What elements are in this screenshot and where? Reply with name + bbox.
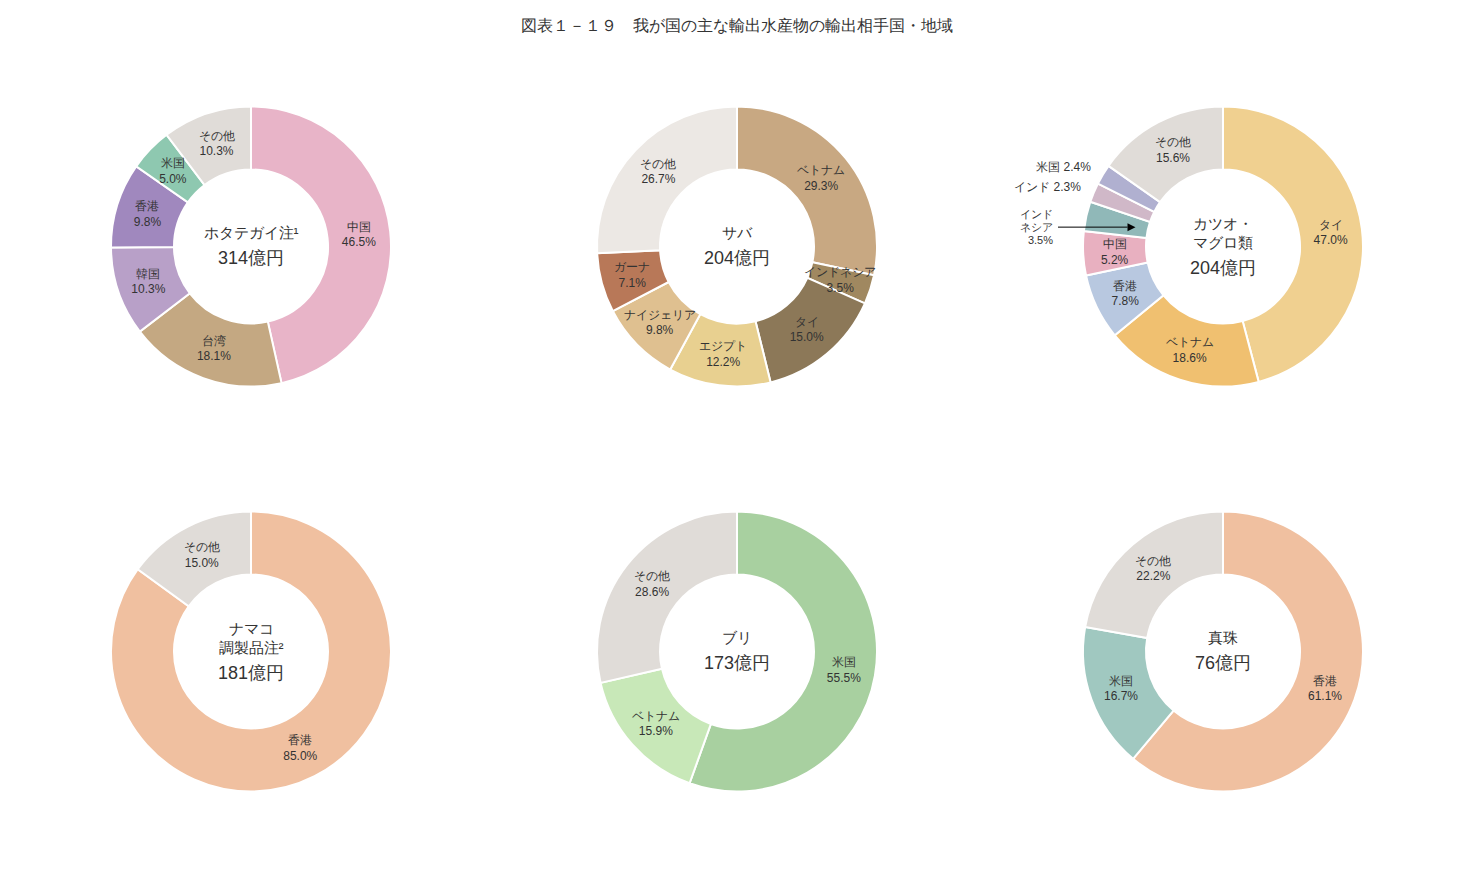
svg-text:韓国10.3%: 韓国10.3% [131, 267, 165, 297]
html-text:173億円: 173億円 [704, 653, 770, 673]
svg-text:ベトナム18.6%: ベトナム18.6% [1166, 335, 1214, 365]
svg-text:その他22.2%: その他22.2% [1135, 554, 1171, 584]
svg-text:その他15.0%: その他15.0% [184, 540, 220, 570]
svg-text:米国16.7%: 米国16.7% [1104, 674, 1138, 704]
svg-text:インド 2.3%: インド 2.3% [1014, 180, 1081, 194]
html-text:204億円: 204億円 [704, 248, 770, 268]
svg-text:台湾18.1%: 台湾18.1% [197, 334, 231, 364]
svg-text:ナイジェリア9.8%: ナイジェリア9.8% [624, 308, 696, 338]
svg-text:インドネシア3.5%: インドネシア3.5% [804, 265, 876, 295]
html-text:サバ: サバ [722, 224, 752, 241]
svg-text:タイ47.0%: タイ47.0% [1314, 218, 1348, 248]
html-text:204億円: 204億円 [1190, 257, 1256, 278]
svg-text:ベトナム15.9%: ベトナム15.9% [632, 709, 680, 739]
svg-text:香港61.1%: 香港61.1% [1308, 674, 1342, 704]
svg-text:インドネシア3.5%: インドネシア3.5% [1020, 208, 1053, 246]
html-text:図表１－１９ 我が国の主な輸出水産物の輸出相手国・地域: 図表１－１９ 我が国の主な輸出水産物の輸出相手国・地域 [521, 17, 953, 34]
svg-text:香港7.8%: 香港7.8% [1112, 279, 1140, 309]
svg-text:タイ15.0%: タイ15.0% [790, 315, 824, 345]
html-text:ナマコ: ナマコ [228, 619, 274, 637]
svg-text:米国5.0%: 米国5.0% [159, 156, 187, 186]
svg-text:ベトナム29.3%: ベトナム29.3% [797, 163, 845, 193]
svg-text:米国 2.4%: 米国 2.4% [1036, 160, 1091, 174]
html-text:マグロ類: マグロ類 [1193, 233, 1253, 251]
svg-text:エジプト12.2%: エジプト12.2% [699, 339, 747, 369]
html-text:ブリ: ブリ [722, 629, 752, 646]
html-text:カツオ・: カツオ・ [1193, 214, 1253, 232]
svg-text:香港9.8%: 香港9.8% [134, 199, 162, 229]
html-text:76億円: 76億円 [1195, 653, 1251, 673]
svg-text:その他10.3%: その他10.3% [199, 129, 235, 159]
html-text:調製品注²: 調製品注² [218, 638, 284, 656]
svg-text:その他28.6%: その他28.6% [634, 569, 670, 599]
html-text:ホタテガイ注¹: ホタテガイ注¹ [203, 224, 299, 241]
html-text:314億円: 314億円 [218, 248, 284, 268]
html-text:真珠: 真珠 [1208, 629, 1238, 646]
svg-text:その他15.6%: その他15.6% [1155, 135, 1191, 165]
svg-text:中国46.5%: 中国46.5% [342, 220, 376, 250]
svg-text:中国5.2%: 中国5.2% [1101, 237, 1129, 267]
svg-text:ガーナ7.1%: ガーナ7.1% [614, 260, 650, 290]
html-text:181億円: 181億円 [218, 662, 284, 683]
svg-text:米国55.5%: 米国55.5% [827, 655, 861, 685]
svg-text:香港85.0%: 香港85.0% [283, 733, 317, 763]
svg-text:その他26.7%: その他26.7% [640, 157, 676, 187]
